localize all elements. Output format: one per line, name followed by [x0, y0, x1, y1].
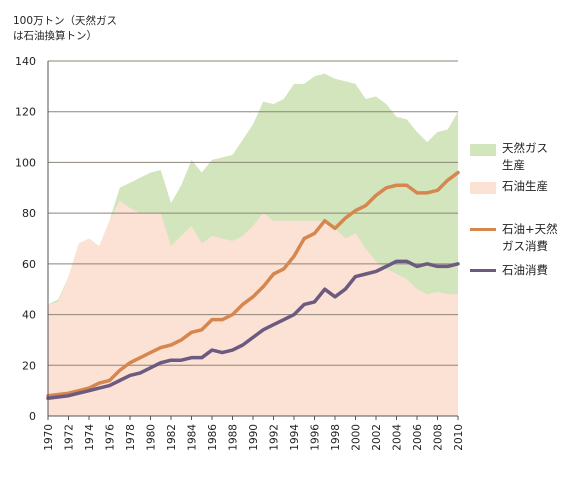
x-tick-label-2000: 2000 — [351, 424, 363, 451]
axes-layer — [47, 61, 459, 420]
y-tick-label-60: 60 — [22, 258, 36, 271]
y-tick-label-40: 40 — [22, 309, 36, 322]
x-tick-label-1972: 1972 — [64, 424, 76, 451]
x-tick-label-2008: 2008 — [433, 424, 445, 451]
legend-label-total-consumption-line-1: 石油+天然 — [502, 222, 558, 236]
line-oil-consumption — [46, 259, 460, 400]
x-tick-label-1980: 1980 — [146, 424, 158, 451]
x-tick-label-2004: 2004 — [392, 424, 404, 451]
y-axis-unit-label: 100万トン（天然ガス は石油換算トン） — [13, 14, 117, 44]
x-tick-label-1992: 1992 — [269, 424, 281, 451]
x-tick-label-1978: 1978 — [125, 424, 137, 451]
x-tick-label-1986: 1986 — [207, 424, 219, 451]
y-tick-label-0: 0 — [29, 410, 36, 423]
x-tick-label-2006: 2006 — [412, 424, 424, 451]
y-tick-label-20: 20 — [22, 359, 36, 372]
line-total-consumption — [46, 170, 460, 398]
legend-swatch-oil-consumption — [470, 269, 496, 272]
x-tick-label-1988: 1988 — [228, 424, 240, 451]
y-tick-label-120: 120 — [15, 106, 36, 119]
areas-layer — [48, 73, 458, 416]
legend-label-oil-consumption: 石油消費 — [502, 263, 548, 277]
x-tick-label-1984: 1984 — [187, 424, 199, 451]
y-tick-label-100: 100 — [15, 156, 36, 169]
x-tick-label-1990: 1990 — [248, 424, 260, 451]
area-oil-production — [48, 200, 458, 416]
legend-label-oil-production: 石油生産 — [502, 179, 548, 193]
legend-swatch-total-consumption — [470, 228, 496, 231]
y-tick-label-140: 140 — [15, 55, 36, 68]
x-tick-label-1998: 1998 — [330, 424, 342, 451]
x-tick-label-1994: 1994 — [289, 424, 301, 451]
lines-layer — [46, 170, 460, 400]
unit-label-line-1: 100万トン（天然ガス — [13, 15, 118, 27]
gridlines — [48, 60, 458, 366]
unit-label-line-2: は石油換算トン） — [13, 30, 97, 42]
x-tick-label-1982: 1982 — [166, 424, 178, 451]
x-tick-label-2002: 2002 — [371, 424, 383, 451]
tick-labels: 0 20 40 60 80 100 120 140 1970 1972 1974 1976 1978 19… — [15, 55, 465, 451]
legend-label-gas-production-line-1: 天然ガス — [502, 141, 548, 155]
x-tick-label-1976: 1976 — [105, 424, 117, 451]
x-tick-label-1974: 1974 — [84, 424, 96, 451]
legend-swatch-gas-production — [470, 144, 496, 156]
legend-label-total-consumption-line-2: ガス消費 — [502, 239, 548, 253]
legend-item-oil-production: 石油生産 — [470, 178, 548, 195]
x-tick-label-1970: 1970 — [43, 424, 55, 451]
y-tick-label-80: 80 — [22, 207, 36, 220]
legend-label-gas-production-line-2: 生産 — [502, 158, 525, 172]
legend-item-oil-consumption: 石油消費 — [470, 262, 548, 279]
legend-item-total-consumption: 石油+天然 ガス消費 — [470, 221, 558, 255]
x-tick-label-1996: 1996 — [310, 424, 322, 451]
legend-swatch-oil-production — [470, 182, 496, 194]
x-tick-label-2010: 2010 — [453, 424, 465, 451]
legend-item-gas-production: 天然ガス 生産 — [470, 140, 548, 174]
